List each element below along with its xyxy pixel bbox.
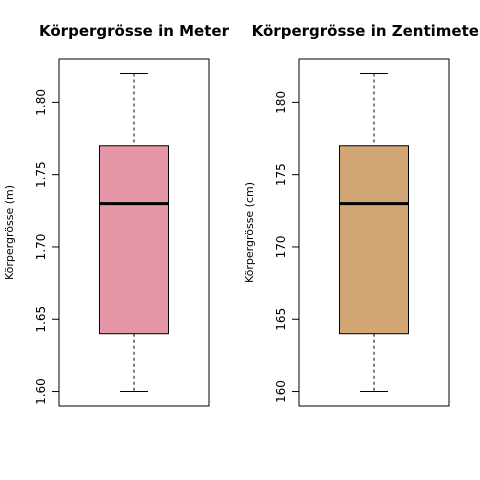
panel-1-y-tick-label: 1.80 bbox=[34, 89, 48, 116]
panel-2-y-tick-label: 180 bbox=[274, 91, 288, 114]
panel-2-y-axis-label: Körpergrösse (cm) bbox=[243, 182, 256, 283]
panel-1-y-tick-label: 1.70 bbox=[34, 234, 48, 261]
panel-1-y-tick-label: 1.60 bbox=[34, 378, 48, 405]
panel-2-y-tick-label: 160 bbox=[274, 380, 288, 403]
panel-1-y-axis-label: Körpergrösse (m) bbox=[3, 185, 16, 280]
panel-2-y-tick-label: 170 bbox=[274, 236, 288, 259]
panel-2-title: Körpergrösse in Zentimeter bbox=[252, 22, 480, 40]
panel-2-iqr-box bbox=[339, 145, 409, 335]
panel-1-iqr-box bbox=[99, 145, 169, 335]
panel-1-title: Körpergrösse in Meter bbox=[39, 22, 230, 40]
panel-2-plot-frame bbox=[298, 58, 450, 407]
panel-2-y-tick-label: 175 bbox=[274, 163, 288, 186]
panel-2-y-tick-label: 165 bbox=[274, 308, 288, 331]
panel-1-y-tick-label: 1.65 bbox=[34, 306, 48, 333]
panel-1-plot-frame bbox=[58, 58, 210, 407]
panel-1-y-tick-label: 1.75 bbox=[34, 161, 48, 188]
